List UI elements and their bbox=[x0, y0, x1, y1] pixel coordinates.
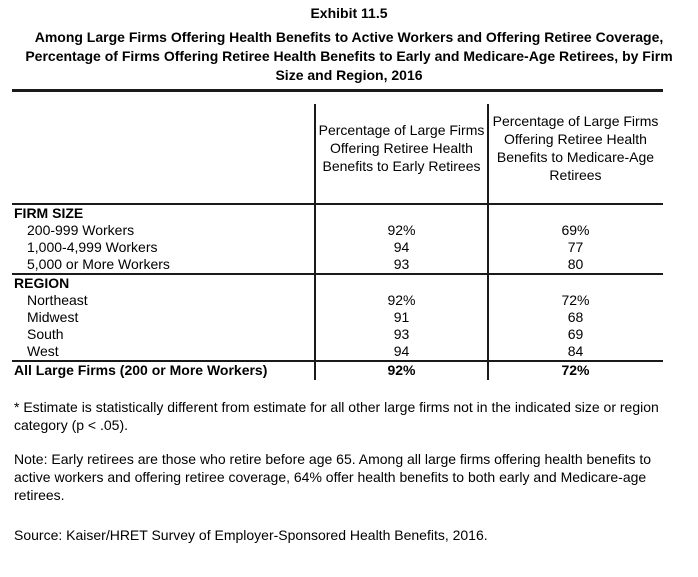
early-retirees-value: 93 bbox=[393, 326, 410, 342]
medicare-age-value: 80 bbox=[567, 256, 584, 272]
medicare-age-value bbox=[488, 275, 663, 292]
early-retirees-value: 94 bbox=[393, 343, 410, 359]
early-retirees-value: 92% bbox=[387, 362, 416, 378]
table-row-midwest: Midwest 91 68 bbox=[12, 309, 663, 326]
table-header-row: Percentage of Large Firms Offering Retir… bbox=[12, 92, 663, 205]
row-label: REGION bbox=[14, 275, 70, 291]
row-label: FIRM SIZE bbox=[14, 205, 84, 221]
table-row-1000-4999-workers: 1,000-4,999 Workers 94 77 bbox=[12, 239, 663, 256]
medicare-age-value: 69% bbox=[561, 222, 590, 238]
row-label: West bbox=[27, 343, 59, 359]
column-divider bbox=[314, 104, 316, 380]
medicare-age-value: 84 bbox=[567, 343, 584, 359]
medicare-age-value bbox=[488, 205, 663, 222]
footnote-source: Source: Kaiser/HRET Survey of Employer-S… bbox=[14, 527, 488, 543]
column-divider bbox=[487, 104, 489, 380]
footnote-significance: * Estimate is statistically different fr… bbox=[14, 399, 659, 433]
table-row-region-header: REGION bbox=[12, 273, 663, 292]
table-row-south: South 93 69 bbox=[12, 326, 663, 343]
medicare-age-value: 68 bbox=[567, 309, 584, 325]
row-label: 200-999 Workers bbox=[27, 222, 135, 238]
exhibit-label: Exhibit 11.5 bbox=[310, 5, 388, 21]
row-label: South bbox=[27, 326, 64, 342]
early-retirees-value: 94 bbox=[393, 239, 410, 255]
column-header-blank bbox=[12, 92, 315, 203]
table-row-west: West 94 84 bbox=[12, 343, 663, 360]
early-retirees-value bbox=[315, 275, 488, 292]
row-label: Midwest bbox=[27, 309, 79, 325]
retiree-benefits-table: Percentage of Large Firms Offering Retir… bbox=[12, 89, 663, 380]
row-label: Northeast bbox=[27, 292, 88, 308]
medicare-age-value: 72% bbox=[561, 292, 590, 308]
table-row-all-large-firms: All Large Firms (200 or More Workers) 92… bbox=[12, 360, 663, 379]
early-retirees-value: 92% bbox=[387, 292, 416, 308]
title-line-1: Among Large Firms Offering Health Benefi… bbox=[34, 29, 664, 45]
table-row-northeast: Northeast 92% 72% bbox=[12, 292, 663, 309]
table-row-200-999-workers: 200-999 Workers 92% 69% bbox=[12, 222, 663, 239]
column-header-early-retirees: Percentage of Large Firms Offering Retir… bbox=[318, 121, 485, 174]
medicare-age-value: 72% bbox=[561, 362, 590, 378]
medicare-age-value: 77 bbox=[567, 239, 584, 255]
column-header-medicare-age: Percentage of Large Firms Offering Retir… bbox=[492, 112, 659, 183]
table-row-firm-size-header: FIRM SIZE bbox=[12, 205, 663, 222]
footnote-note: Note: Early retirees are those who retir… bbox=[14, 451, 652, 503]
table-body: FIRM SIZE 200-999 Workers 92% 69% 1,000-… bbox=[12, 205, 663, 379]
row-label: All Large Firms (200 or More Workers) bbox=[14, 362, 268, 378]
title-line-3: Size and Region, 2016 bbox=[275, 67, 423, 83]
row-label: 1,000-4,999 Workers bbox=[27, 239, 158, 255]
document-title: Among Large Firms Offering Health Benefi… bbox=[24, 28, 674, 85]
medicare-age-value: 69 bbox=[567, 326, 584, 342]
title-line-2: Percentage of Firms Offering Retiree Hea… bbox=[25, 48, 673, 64]
early-retirees-value: 91 bbox=[393, 309, 410, 325]
row-label: 5,000 or More Workers bbox=[27, 256, 170, 272]
early-retirees-value: 93 bbox=[393, 256, 410, 272]
early-retirees-value: 92% bbox=[387, 222, 416, 238]
early-retirees-value bbox=[315, 205, 488, 222]
table-row-5000-or-more-workers: 5,000 or More Workers 93 80 bbox=[12, 256, 663, 273]
